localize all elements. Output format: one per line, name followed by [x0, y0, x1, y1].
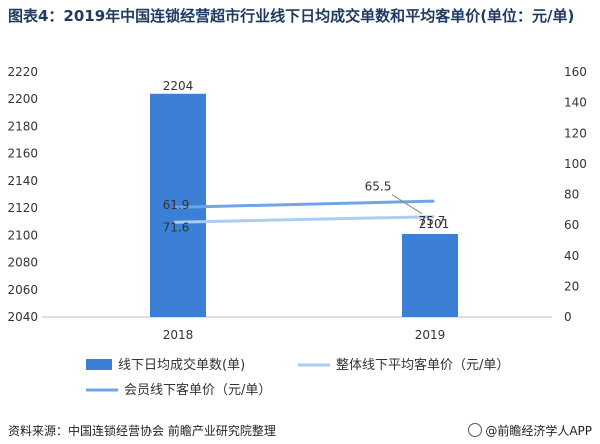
y-right-tick-label: 40: [564, 249, 579, 263]
x-tick-label: 2019: [415, 328, 446, 342]
y-left-tick-label: 2060: [7, 283, 38, 297]
y-right-tick-label: 140: [564, 96, 587, 110]
y-left-tick-label: 2180: [7, 119, 38, 133]
y-left-tick-label: 2200: [7, 92, 38, 106]
x-tick-label: 2018: [163, 328, 194, 342]
legend-bar-label: 线下日均成交单数(单): [118, 357, 245, 373]
y-right-tick-label: 80: [564, 188, 579, 202]
y-right-tick-label: 0: [564, 310, 572, 324]
legend-bar-swatch: [86, 359, 112, 370]
source-note: 资料来源：中国连锁经营协会 前瞻产业研究院整理: [8, 424, 276, 438]
y-left-tick-label: 2100: [7, 228, 38, 242]
legend-overall-label: 整体线下平均客单价（元/单）: [336, 357, 509, 373]
y-left-tick-label: 2140: [7, 174, 38, 188]
chart-title: 图表4：2019年中国连锁经营超市行业线下日均成交单数和平均客单价(单位：元/单…: [8, 7, 575, 25]
credit-text: @前瞻经济学人APP: [485, 424, 592, 438]
overall-line-data-label: 61.9: [163, 198, 190, 212]
overall-price-line: [173, 215, 435, 224]
y-right-tick-label: 120: [564, 126, 587, 140]
brand-logo-icon: [468, 423, 483, 437]
y-right-tick-label: 20: [564, 279, 579, 293]
overall-line-data-label: 65.5: [365, 180, 392, 194]
bar-data-label: 2101: [419, 217, 450, 231]
member-line-data-label: 71.6: [163, 220, 190, 234]
member-price-line: [173, 199, 435, 209]
y-left-tick-label: 2220: [7, 65, 38, 79]
y-right-tick-label: 160: [564, 65, 587, 79]
bar-data-label: 2204: [163, 79, 194, 93]
y-right-tick-label: 60: [564, 218, 579, 232]
bar: [402, 233, 458, 317]
credit: @前瞻经济学人APP: [468, 422, 592, 439]
member-line-data-label: 75.7: [419, 214, 446, 228]
y-left-tick-label: 2080: [7, 256, 38, 270]
y-left-tick-label: 2120: [7, 201, 38, 215]
legend-member-label: 会员线下客单价（元/单）: [124, 382, 271, 398]
y-left-tick-label: 2040: [7, 310, 38, 324]
overall-label-leader-line: [391, 194, 423, 215]
y-right-tick-label: 100: [564, 157, 587, 171]
y-left-tick-label: 2160: [7, 147, 38, 161]
